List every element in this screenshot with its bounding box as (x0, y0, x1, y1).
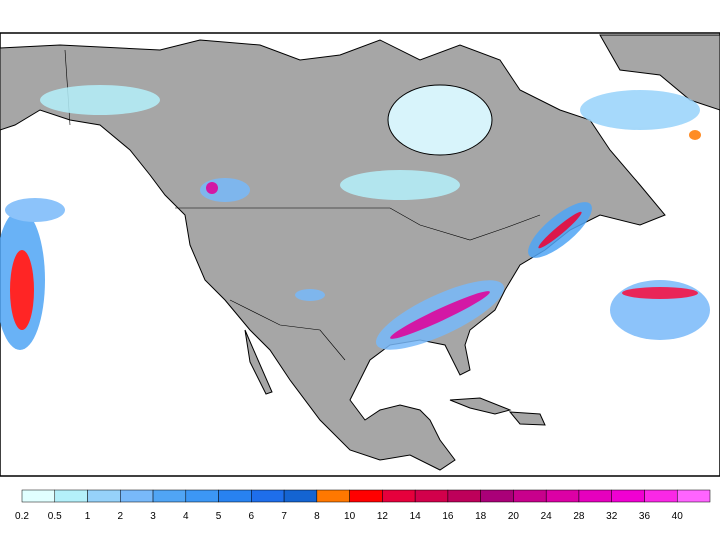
colorbar-box (185, 489, 219, 503)
colorbar-box (251, 489, 285, 503)
colorbar-label: 12 (377, 511, 389, 522)
colorbar-box (316, 489, 350, 503)
colorbar-box (447, 489, 481, 503)
colorbar-label: 28 (573, 511, 585, 522)
colorbar-label: 0.5 (48, 511, 62, 522)
colorbar-label: 4 (183, 511, 189, 522)
colorbar-label: 16 (442, 511, 454, 522)
colorbar-box (480, 489, 514, 503)
colorbar-label: 6 (249, 511, 255, 522)
precip (0, 85, 710, 350)
land (0, 34, 720, 471)
colorbar-box (644, 489, 678, 503)
colorbar-box (513, 489, 547, 503)
colorbar-label: 18 (475, 511, 487, 522)
colorbar-label: 32 (606, 511, 618, 522)
colorbar-box (87, 489, 121, 503)
colorbar-label: 1 (85, 511, 91, 522)
colorbar-box (54, 489, 88, 503)
colorbar-box (218, 489, 252, 503)
colorbar-label: 0.2 (15, 511, 29, 522)
colorbar-box (382, 489, 416, 503)
colorbar-label: 14 (410, 511, 422, 522)
colorbar-label: 2 (118, 511, 124, 522)
colorbar-box (676, 489, 711, 503)
colorbar-box (349, 489, 383, 503)
colorbar-label: 8 (314, 511, 320, 522)
colorbar-box (120, 489, 154, 503)
hudson-bay (387, 84, 493, 156)
colorbar-box (611, 489, 645, 503)
colorbar-label: 3 (150, 511, 156, 522)
colorbar-box (283, 489, 318, 503)
colorbar-label: 10 (344, 511, 356, 522)
colorbar-box (414, 489, 449, 503)
colorbar-label: 40 (672, 511, 684, 522)
colorbar-label: 24 (541, 511, 553, 522)
colorbar-label: 20 (508, 511, 520, 522)
colorbar-box (545, 489, 580, 503)
colorbar-label: 36 (639, 511, 651, 522)
colorbar-label: 5 (216, 511, 222, 522)
colorbar-label: 7 (281, 511, 287, 522)
colorbar-box (578, 489, 612, 503)
colorbar: 0.2 0.5 1 2 3 4 5 6 7 8 10 12 14 16 18 20 24 28 32 36 40 (15, 489, 711, 522)
colorbar-box (21, 489, 56, 503)
colorbar-box (152, 489, 187, 503)
